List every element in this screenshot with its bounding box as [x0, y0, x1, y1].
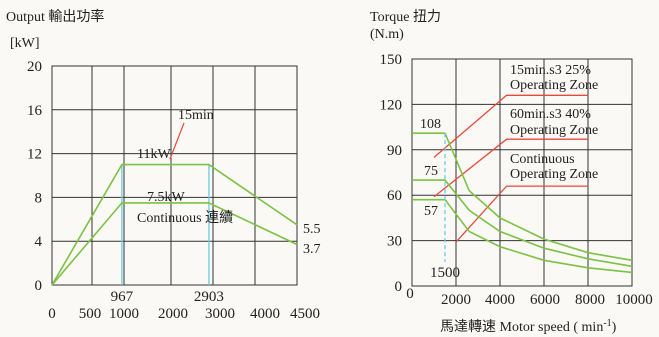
power-unit: [kW]	[10, 36, 40, 51]
torque-y-tick: 60	[387, 188, 402, 204]
value-57: 57	[424, 204, 438, 219]
power-x-ticks: 0 500 1000 2000 3000 4000 4500	[48, 306, 320, 322]
power-y-tick: 4	[35, 234, 43, 250]
power-x-tick: 4000	[250, 306, 280, 322]
torque-zone-leaders	[433, 94, 588, 243]
power-chart: Output 輸出功率 [kW] 0 4 8 12 16 20 0 500 1000 2000 3…	[6, 8, 321, 322]
label-7-5kw: 7.5kW	[147, 190, 186, 205]
power-x-tick: 4500	[290, 306, 320, 322]
power-series-line	[51, 163, 298, 286]
power-y-tick: 20	[27, 59, 42, 75]
power-series-line	[51, 202, 298, 286]
power-x-tick: 500	[79, 306, 102, 322]
torque-zone-leader	[433, 94, 588, 158]
torque-x-tick: 6000	[530, 292, 560, 308]
torque-y-tick: 30	[387, 234, 402, 250]
torque-y-ticks: 0 30 60 90 120 150	[380, 52, 403, 295]
power-15min-leader	[169, 122, 185, 160]
label-11kw: 11kW	[137, 147, 171, 162]
power-marker-label: 967	[111, 289, 134, 305]
torque-y-tick: 90	[387, 143, 402, 159]
torque-y-tick: 0	[395, 279, 403, 295]
torque-x-tick: 2000	[441, 292, 471, 308]
torque-x-tick: 8000	[575, 292, 605, 308]
torque-chart: Torque 扭力 (N.m) 0 30 60 90 120 150 0 2000 4000 6…	[370, 9, 653, 335]
torque-series-line	[412, 179, 633, 268]
torque-y-tick: 150	[380, 52, 403, 68]
power-grid	[51, 65, 298, 286]
value-75: 75	[424, 164, 438, 179]
power-y-tick: 12	[27, 147, 42, 163]
power-y-tick: 0	[35, 278, 43, 294]
zone2-label-line2: Operating Zone	[510, 123, 598, 138]
power-x-tick: 0	[48, 306, 56, 322]
power-marker-label: 2903	[194, 289, 224, 305]
torque-marker-label: 1500	[430, 265, 460, 281]
zone1-label-line1: 15min.s3 25%	[510, 63, 591, 78]
value-108: 108	[420, 117, 441, 132]
power-y-ticks: 0 4 8 12 16 20	[27, 59, 43, 294]
torque-zone-leader	[455, 185, 588, 243]
power-title: Output 輸出功率	[6, 8, 104, 25]
end-value-5-5: 5.5	[303, 222, 321, 237]
torque-zone-leader	[433, 138, 588, 198]
torque-x-tick: 10000	[615, 292, 653, 308]
zone2-label-line1: 60min.s3 40%	[510, 107, 591, 122]
power-plot-frame	[51, 65, 298, 286]
torque-speed-marker: 1500	[430, 133, 460, 281]
zone3-label-line1: Continuous	[510, 152, 575, 167]
zone1-label-line2: Operating Zone	[510, 78, 598, 93]
power-series	[51, 122, 298, 286]
power-x-tick: 3000	[205, 306, 235, 322]
power-x-tick: 2000	[158, 306, 188, 322]
torque-title: Torque 扭力	[370, 9, 441, 25]
torque-x-axis-label: 馬達轉速 Motor speed ( min-1)	[440, 318, 617, 335]
label-continuous: Continuous 連續	[137, 210, 233, 226]
power-speed-markers: 967 2903	[111, 164, 224, 305]
torque-plot-frame	[411, 58, 633, 287]
torque-x-ticks: 0 2000 4000 6000 8000 10000	[406, 286, 653, 308]
torque-x-tick: 0	[406, 286, 414, 302]
label-15min: 15min	[178, 108, 214, 123]
power-x-tick: 1000	[109, 306, 139, 322]
power-y-tick: 8	[35, 190, 43, 206]
zone3-label-line2: Operating Zone	[510, 167, 598, 182]
torque-x-tick: 4000	[485, 292, 515, 308]
power-y-tick: 16	[27, 103, 43, 119]
torque-y-tick: 120	[380, 97, 403, 113]
torque-unit: (N.m)	[370, 27, 404, 42]
end-value-3-7: 3.7	[303, 242, 321, 257]
